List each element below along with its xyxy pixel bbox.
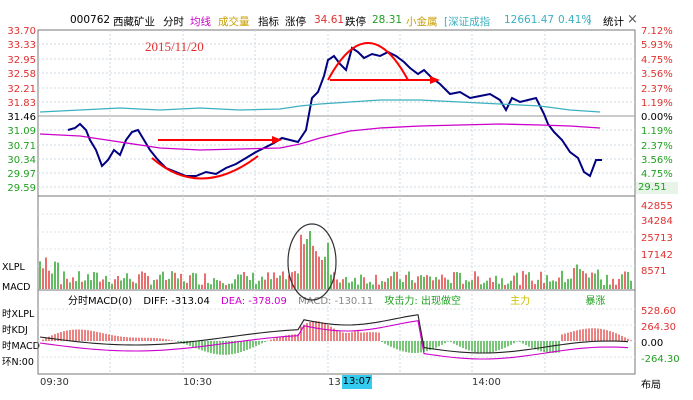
volume-label-right: 25713 — [641, 233, 673, 244]
price-label-left: 30.71 — [7, 141, 36, 152]
volume-bars — [39, 230, 632, 289]
time-tick: 09:30 — [40, 377, 69, 388]
chart-header: 000762 西藏矿业 分时 均线 成交量 指标 涨停 34.61 跌停 28.… — [0, 12, 693, 30]
arrow-head-left — [272, 136, 282, 144]
pct-label-right: 2.37% — [641, 84, 673, 95]
tab-average[interactable]: 均线 — [190, 16, 211, 28]
limit-up-value: 34.61 — [314, 14, 345, 26]
macd-extra-attack: 攻击力: 出现做空 — [384, 296, 461, 307]
date-annotation: 2015/11/20 — [145, 39, 204, 54]
time-tick: 13 — [328, 377, 341, 388]
side-label-xlpl[interactable]: 时XLPL — [2, 309, 35, 320]
price-label-left: 32.95 — [7, 55, 36, 66]
pct-label-right: 7.12% — [641, 26, 673, 37]
price-label-left: 32.58 — [7, 69, 36, 80]
price-label-left: 29.97 — [7, 169, 36, 180]
price-label-left: 32.21 — [7, 84, 36, 95]
stock-name: 西藏矿业 — [113, 16, 155, 28]
price-label-left: 30.34 — [7, 155, 36, 166]
tab-time-share[interactable]: 分时 — [163, 16, 184, 28]
stock-code: 000762 — [70, 14, 111, 26]
time-tick: 14:00 — [472, 377, 501, 388]
time-tick: 10:30 — [183, 377, 212, 388]
pct-label-right: 0.00% — [641, 112, 673, 123]
pct-label-right: 5.93% — [641, 40, 673, 51]
price-label-left: 31.83 — [7, 98, 36, 109]
side-label-macd[interactable]: 时MACD — [2, 341, 40, 352]
volume-label-right: 8571 — [641, 266, 667, 277]
bottom-arc-annotation — [151, 155, 259, 180]
macd-axis-label: -264.30 — [641, 354, 680, 365]
tab-volume[interactable]: 成交量 — [218, 16, 250, 28]
pct-label-right: 2.37% — [641, 141, 673, 152]
index-value: 12661.47 — [504, 14, 555, 26]
sector-tag[interactable]: 小金属 — [406, 16, 438, 28]
average-price-line — [39, 123, 601, 151]
macd-title: 分时MACD(0) — [68, 296, 133, 307]
index-close: ] — [587, 14, 592, 26]
macd-extra-main: 主力 — [510, 296, 531, 307]
macd-axis-label: 0.00 — [641, 338, 664, 349]
macd-axis-label: 528.60 — [641, 306, 676, 317]
macd-dea: DEA: -378.09 — [221, 296, 287, 307]
pct-label-right: 3.56% — [641, 69, 673, 80]
time-cursor: 13:07 — [342, 375, 372, 389]
volume-label-right: 34284 — [641, 216, 673, 227]
current-price-badge: 29.51 — [636, 182, 678, 194]
pct-label-right: 3.56% — [641, 155, 673, 166]
arrow-head-right — [430, 76, 440, 84]
side-label-n[interactable]: 环N:00 — [2, 357, 34, 368]
index-name[interactable]: [深证成指 — [444, 16, 491, 28]
volume-ellipse-annotation — [287, 223, 337, 301]
ma-line — [39, 99, 601, 113]
top-arc-annotation — [327, 42, 409, 81]
macd-axis-label: 264.30 — [641, 322, 676, 333]
stats-button[interactable]: 统计 — [603, 16, 624, 28]
macd-panel-frame — [37, 289, 636, 375]
pct-label-right: 4.75% — [641, 55, 673, 66]
price-label-left: 31.09 — [7, 126, 36, 137]
macd-dea-line — [39, 320, 629, 360]
tab-indicator[interactable]: 指标 — [258, 16, 279, 28]
annotations — [151, 42, 440, 301]
macd-bars — [39, 314, 632, 360]
side-tab-macd[interactable]: MACD — [2, 282, 31, 293]
limit-down-value: 28.31 — [372, 14, 403, 26]
side-tab-xlpl[interactable]: XLPL — [2, 262, 25, 273]
macd-diff: DIFF: -313.04 — [143, 296, 210, 307]
macd-diff-line — [39, 314, 629, 354]
volume-label-right: 42855 — [641, 201, 673, 212]
volume-label-right: 17142 — [641, 250, 673, 261]
price-label-left: 33.70 — [7, 26, 36, 37]
macd-value: MACD: -130.11 — [298, 296, 374, 307]
side-label-kdj[interactable]: 时KDJ — [2, 325, 28, 336]
grid-lines — [38, 30, 635, 374]
tab-limit-up[interactable]: 涨停 — [285, 16, 306, 28]
macd-header: 分时MACD(0) DIFF: -313.04 DEA: -378.09 MAC… — [68, 292, 605, 307]
pct-label-right: 4.75% — [641, 169, 673, 180]
price-line — [67, 46, 602, 178]
pct-label-right: 1.19% — [641, 126, 673, 137]
price-label-left: 31.46 — [7, 112, 36, 123]
price-lines — [39, 46, 602, 178]
index-pct: 0.41% — [558, 14, 592, 26]
pct-label-right: 1.19% — [641, 98, 673, 109]
close-icon[interactable]: × — [627, 12, 638, 27]
limit-down-label: 跌停 — [345, 16, 366, 28]
price-label-left: 29.59 — [7, 183, 36, 194]
layout-button[interactable]: 布局 — [641, 380, 661, 391]
macd-extra-surge: 暴涨 — [585, 296, 606, 307]
price-label-left: 33.33 — [7, 40, 36, 51]
